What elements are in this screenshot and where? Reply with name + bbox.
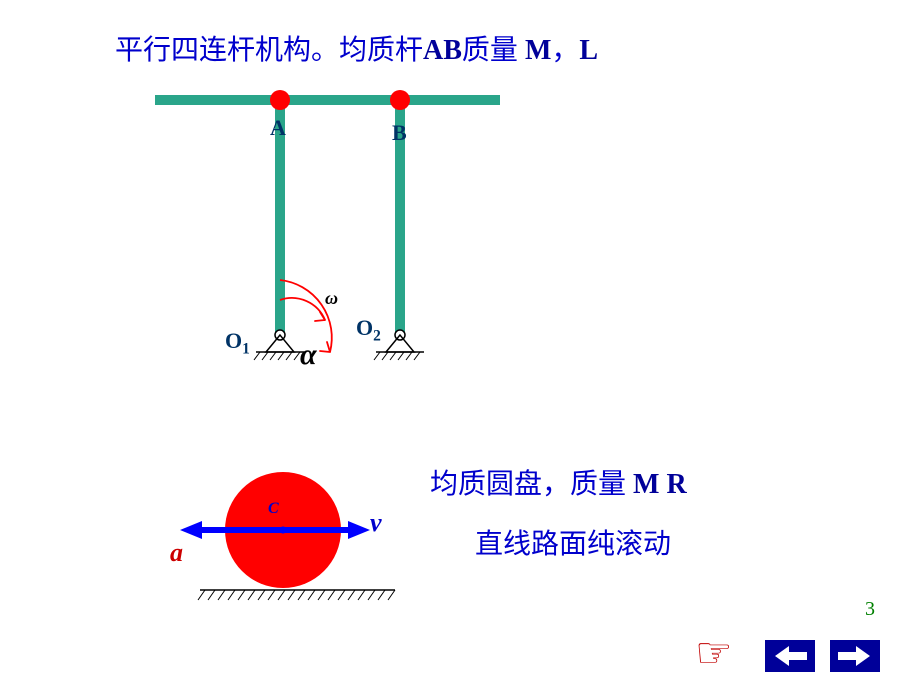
- v-arrow-head: [348, 521, 370, 539]
- disk-text-MR: M R: [633, 469, 687, 500]
- disk-ground-hatch: [198, 590, 395, 600]
- page-number: 3: [865, 598, 875, 621]
- disk-text-line2: 直线路面纯滚动: [475, 522, 671, 562]
- label-omega: ω: [325, 288, 338, 309]
- label-a: a: [170, 538, 183, 568]
- joint-B: [390, 90, 410, 110]
- nav-next-button[interactable]: [830, 640, 880, 672]
- label-v: v: [370, 508, 382, 538]
- linkage-diagram: [0, 0, 920, 400]
- label-O1-sub: 1: [242, 340, 250, 357]
- label-alpha: α: [300, 338, 317, 372]
- label-C: C: [268, 500, 279, 518]
- label-O2-O: O: [356, 315, 373, 340]
- label-O1: O1: [225, 328, 250, 358]
- support-O1: [254, 330, 304, 360]
- disk-text-line1: 均质圆盘，质量 M R: [430, 462, 687, 502]
- label-O1-O: O: [225, 328, 242, 353]
- joint-A: [270, 90, 290, 110]
- hand-pointer-icon: ☞: [695, 628, 733, 678]
- support-O2: [374, 330, 424, 360]
- a-arrow-head: [180, 521, 202, 539]
- nav-prev-button[interactable]: [765, 640, 815, 672]
- label-O2-sub: 2: [373, 327, 381, 344]
- disk-center-dot: [280, 527, 287, 534]
- label-A: A: [270, 115, 286, 141]
- label-B: B: [392, 120, 407, 146]
- disk-body: [225, 472, 341, 588]
- disk-text-1a: 均质圆盘，质量: [430, 469, 626, 500]
- label-O2: O2: [356, 315, 381, 345]
